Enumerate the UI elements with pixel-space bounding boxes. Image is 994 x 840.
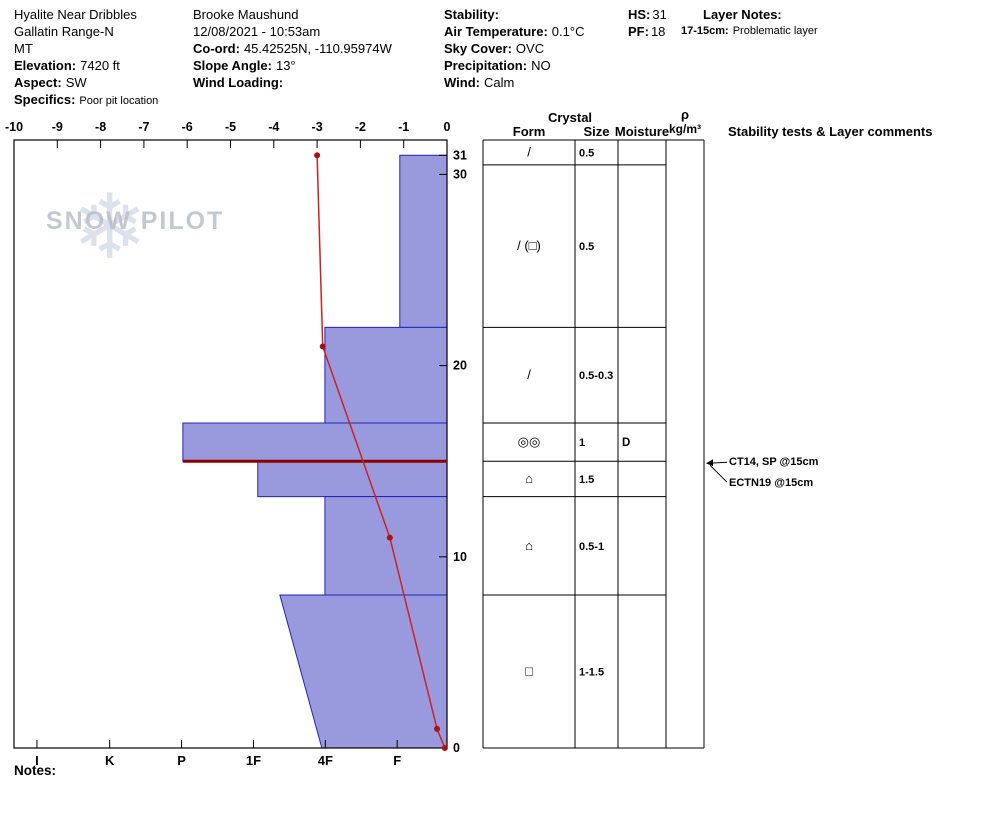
slope-angle: Slope Angle: 13°: [193, 58, 296, 73]
depth-tick-label: 10: [453, 550, 467, 564]
arrow-left-icon: [706, 459, 713, 467]
hardness-axis: I K P 1F 4F F: [35, 740, 401, 768]
conditions-info: Stability: Air Temperature: 0.1°C Sky Cov…: [444, 6, 584, 91]
crystal-table-grid: [482, 139, 705, 749]
hardness-tick-label: I: [35, 753, 39, 768]
temp-tick-label: -9: [52, 120, 63, 134]
precipitation: Precipitation: NO: [444, 58, 551, 73]
wind: Wind: Calm: [444, 75, 515, 90]
crystal-group-header: Crystal: [548, 110, 592, 125]
pit-foot: PF: 18: [628, 24, 666, 39]
moisture-value: D: [622, 437, 630, 449]
crystal-size: 0.5-0.3: [579, 370, 613, 382]
depth-axis: 31 30 20 10 0: [439, 148, 467, 755]
stability: Stability:: [444, 7, 499, 22]
crystal-size: 0.5: [579, 147, 594, 159]
crystal-table-rows: / 0.5 / (□) 0.5 / 0.5-0.3 ◎◎ 1 D ⌂ 1.5 ⌂ 0.5-1 □ 1-1.5: [517, 144, 630, 678]
snow-layer-bar: [324, 496, 448, 596]
air-temperature: Air Temperature: 0.1°C: [444, 24, 585, 39]
datetime: 12/08/2021 - 10:53am: [193, 24, 321, 39]
temperature-point: [319, 343, 326, 350]
snow-layer-bar: [324, 326, 448, 424]
site-info: Hyalite Near Dribbles Gallatin Range-N M…: [14, 6, 158, 108]
stability-test-2: ECTN19 @15cm: [729, 477, 813, 489]
elevation: Elevation: 7420 ft: [14, 58, 120, 73]
temp-tick-label: -4: [268, 120, 279, 134]
hardness-tick-label: K: [105, 753, 115, 768]
coordinates: Co-ord: 45.42525N, -110.95974W: [193, 41, 392, 56]
snowflake-icon: ❄: [72, 178, 147, 278]
crystal-size: 0.5: [579, 241, 594, 253]
form-header: Form: [513, 124, 546, 139]
depth-tick-label: 20: [453, 359, 467, 373]
sky-cover: Sky Cover: OVC: [444, 41, 545, 56]
temperature-axis: -10 -9 -8 -7 -6 -5 -4 -3 -2 -1 0: [5, 120, 451, 148]
range: Gallatin Range-N: [14, 24, 114, 39]
temp-tick-label: 0: [444, 120, 451, 134]
temperature-point: [314, 152, 321, 159]
temp-tick-label: -3: [312, 120, 323, 134]
snow-layer-bar: [182, 422, 448, 462]
hardness-tick-label: 1F: [246, 753, 261, 768]
comments-header: Stability tests & Layer comments: [728, 124, 932, 139]
stability-test-1: CT14, SP @15cm: [729, 456, 819, 468]
snow-height: HS: 31: [628, 7, 667, 22]
layer-notes-title: Layer Notes:: [703, 7, 782, 22]
notes-label: Notes:: [14, 763, 57, 778]
layer-note-item: 17-15cm: Problematic layer: [681, 25, 818, 37]
temp-tick-label: -5: [225, 120, 236, 134]
temp-tick-label: -1: [398, 120, 409, 134]
depth-tick-label: 31: [453, 148, 467, 162]
layer-notes: Layer Notes: 17-15cm: Problematic layer: [681, 6, 818, 40]
aspect: Aspect: SW: [14, 75, 87, 90]
crystal-form-symbol: /: [527, 144, 531, 159]
totals-info: HS: 31 PF: 18: [628, 6, 667, 40]
pit-name: Hyalite Near Dribbles: [14, 7, 137, 22]
specifics: Specifics: Poor pit location: [14, 92, 159, 107]
snow-layer-bar: [279, 594, 448, 749]
crystal-size: 1-1.5: [579, 667, 604, 679]
wind-loading: Wind Loading:: [193, 75, 284, 90]
density-header-units: kg/m³: [669, 122, 701, 136]
observer-info: Brooke Maushund 12/08/2021 - 10:53am Co-…: [193, 6, 392, 91]
snow-layers: [182, 154, 448, 749]
snow-layer-bar: [257, 460, 448, 498]
state: MT: [14, 41, 33, 56]
temperature-point: [386, 534, 393, 541]
crystal-form-symbol: /: [527, 367, 531, 382]
hardness-tick-label: P: [177, 753, 186, 768]
hardness-tick-label: 4F: [318, 753, 333, 768]
crystal-form-symbol: ⌂: [525, 471, 533, 486]
crystal-form-symbol: / (□): [517, 238, 541, 253]
snowpilot-watermark: ❄SNOW PILOT: [46, 178, 224, 278]
crystal-form-symbol: □: [525, 664, 533, 679]
crystal-size: 1.5: [579, 474, 594, 486]
temp-tick-label: -2: [355, 120, 366, 134]
size-header: Size: [583, 124, 609, 139]
depth-tick-label: 30: [453, 167, 467, 181]
depth-tick-label: 0: [453, 741, 460, 755]
temp-tick-label: -8: [95, 120, 106, 134]
moisture-header: Moisture: [615, 124, 669, 139]
hardness-tick-label: F: [393, 753, 401, 768]
temp-tick-label: -10: [5, 120, 23, 134]
crystal-form-symbol: ◎◎: [518, 434, 541, 449]
observer-name: Brooke Maushund: [193, 7, 299, 22]
temp-tick-label: -6: [182, 120, 193, 134]
snow-layer-bar: [399, 154, 448, 328]
temperature-point: [434, 725, 441, 732]
watermark-text: SNOW PILOT: [46, 207, 224, 235]
temperature-point: [441, 745, 448, 751]
temp-tick-label: -7: [138, 120, 149, 134]
stability-tests: CT14, SP @15cm ECTN19 @15cm: [706, 456, 819, 489]
crystal-form-symbol: ⌂: [525, 538, 533, 553]
crystal-size: 0.5-1: [579, 541, 604, 553]
density-header-rho: ρ: [681, 107, 689, 122]
crystal-size: 1: [579, 437, 585, 449]
